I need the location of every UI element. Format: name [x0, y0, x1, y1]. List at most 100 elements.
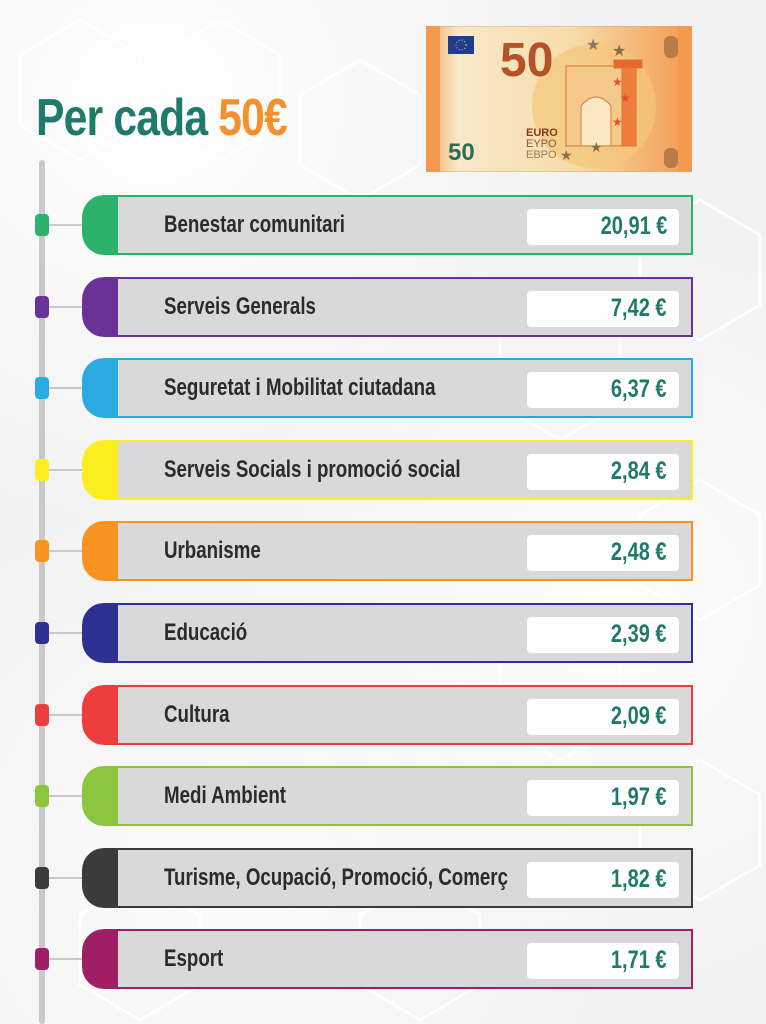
value-box: 1,97 €: [527, 780, 679, 816]
value-box: 2,84 €: [527, 454, 679, 490]
category-label: Educació: [164, 619, 248, 646]
category-card: Cultura 2,09 €: [82, 685, 693, 745]
category-value: 1,82 €: [611, 865, 667, 893]
banknote-script-1: EURO: [526, 127, 558, 139]
category-value: 20,91 €: [600, 212, 667, 240]
value-box: 2,48 €: [527, 535, 679, 571]
category-card: Esport 1,71 €: [82, 929, 693, 989]
svg-text:★: ★: [586, 37, 600, 54]
category-color-cap: [82, 766, 120, 826]
timeline-dot: [35, 867, 49, 889]
category-card: Benestar comunitari 20,91 €: [82, 195, 693, 255]
category-value: 1,97 €: [611, 783, 667, 811]
category-color-cap: [82, 358, 120, 418]
category-row: Seguretat i Mobilitat ciutadana 6,37 €: [0, 358, 700, 418]
page-title: Per cada 50€: [36, 88, 288, 148]
category-body: Serveis Generals 7,42 €: [118, 277, 693, 337]
value-box: 1,82 €: [527, 862, 679, 898]
category-row: Benestar comunitari 20,91 €: [0, 195, 700, 255]
svg-text:★: ★: [620, 91, 631, 105]
timeline-connector: [49, 306, 83, 308]
banknote-script-2: EYPO: [526, 138, 557, 150]
category-label: Serveis Socials i promoció social: [164, 456, 461, 483]
svg-text:★: ★: [560, 147, 573, 163]
category-body: Urbanisme 2,48 €: [118, 521, 693, 581]
category-body: Cultura 2,09 €: [118, 685, 693, 745]
category-color-cap: [82, 685, 120, 745]
timeline-dot: [35, 948, 49, 970]
category-body: Medi Ambient 1,97 €: [118, 766, 693, 826]
category-card: Urbanisme 2,48 €: [82, 521, 693, 581]
category-body: Seguretat i Mobilitat ciutadana 6,37 €: [118, 358, 693, 418]
category-color-cap: [82, 929, 120, 989]
category-row: Serveis Generals 7,42 €: [0, 277, 700, 337]
value-box: 2,39 €: [527, 617, 679, 653]
value-box: 20,91 €: [527, 209, 679, 245]
value-box: 1,71 €: [527, 943, 679, 979]
category-card: Educació 2,39 €: [82, 603, 693, 663]
title-prefix: Per cada: [36, 89, 208, 147]
category-color-cap: [82, 195, 120, 255]
timeline-connector: [49, 224, 83, 226]
svg-text:★: ★: [612, 115, 623, 129]
category-label: Medi Ambient: [164, 782, 287, 809]
category-card: Serveis Generals 7,42 €: [82, 277, 693, 337]
banknote-small-denomination: 50: [448, 139, 475, 166]
timeline-dot: [35, 540, 49, 562]
category-color-cap: [82, 521, 120, 581]
category-value: 2,39 €: [611, 620, 667, 648]
category-label: Cultura: [164, 701, 230, 728]
category-row: Educació 2,39 €: [0, 603, 700, 663]
timeline-connector: [49, 387, 83, 389]
category-body: Esport 1,71 €: [118, 929, 693, 989]
category-label: Esport: [164, 945, 224, 972]
timeline-connector: [49, 550, 83, 552]
value-box: 6,37 €: [527, 372, 679, 408]
timeline-dot: [35, 704, 49, 726]
category-value: 1,71 €: [611, 946, 667, 974]
category-label: Turisme, Ocupació, Promoció, Comerç: [164, 864, 508, 891]
banknote-denomination: 50: [500, 34, 553, 87]
category-value: 2,48 €: [611, 538, 667, 566]
timeline-connector: [49, 632, 83, 634]
category-row: Turisme, Ocupació, Promoció, Comerç 1,82 …: [0, 848, 700, 908]
svg-text:★: ★: [612, 75, 623, 89]
category-color-cap: [82, 603, 120, 663]
category-body: Turisme, Ocupació, Promoció, Comerç 1,82 …: [118, 848, 693, 908]
category-color-cap: [82, 277, 120, 337]
timeline-connector: [49, 795, 83, 797]
timeline-connector: [49, 958, 83, 960]
title-amount: 50€: [218, 89, 288, 147]
category-value: 2,09 €: [611, 702, 667, 730]
category-body: Benestar comunitari 20,91 €: [118, 195, 693, 255]
category-row: Cultura 2,09 €: [0, 685, 700, 745]
category-color-cap: [82, 440, 120, 500]
value-box: 2,09 €: [527, 699, 679, 735]
timeline-dot: [35, 459, 49, 481]
timeline-line: [39, 160, 45, 1024]
category-value: 7,42 €: [611, 294, 667, 322]
banknote-script-3: EBPO: [526, 149, 557, 161]
category-label: Benestar comunitari: [164, 211, 346, 238]
category-label: Seguretat i Mobilitat ciutadana: [164, 374, 436, 401]
category-card: Seguretat i Mobilitat ciutadana 6,37 €: [82, 358, 693, 418]
category-body: Educació 2,39 €: [118, 603, 693, 663]
timeline-dot: [35, 785, 49, 807]
svg-text:★: ★: [612, 43, 626, 60]
timeline-connector: [49, 714, 83, 716]
category-card: Turisme, Ocupació, Promoció, Comerç 1,82 …: [82, 848, 693, 908]
timeline-dot: [35, 296, 49, 318]
category-row: Esport 1,71 €: [0, 929, 700, 989]
timeline-connector: [49, 469, 83, 471]
category-label: Serveis Generals: [164, 293, 316, 320]
timeline-dot: [35, 214, 49, 236]
category-row: Medi Ambient 1,97 €: [0, 766, 700, 826]
category-card: Medi Ambient 1,97 €: [82, 766, 693, 826]
category-value: 2,84 €: [611, 457, 667, 485]
timeline-connector: [49, 877, 83, 879]
category-body: Serveis Socials i promoció social 2,84 €: [118, 440, 693, 500]
timeline-dot: [35, 377, 49, 399]
category-row: Urbanisme 2,48 €: [0, 521, 700, 581]
value-box: 7,42 €: [527, 291, 679, 327]
category-label: Urbanisme: [164, 537, 261, 564]
